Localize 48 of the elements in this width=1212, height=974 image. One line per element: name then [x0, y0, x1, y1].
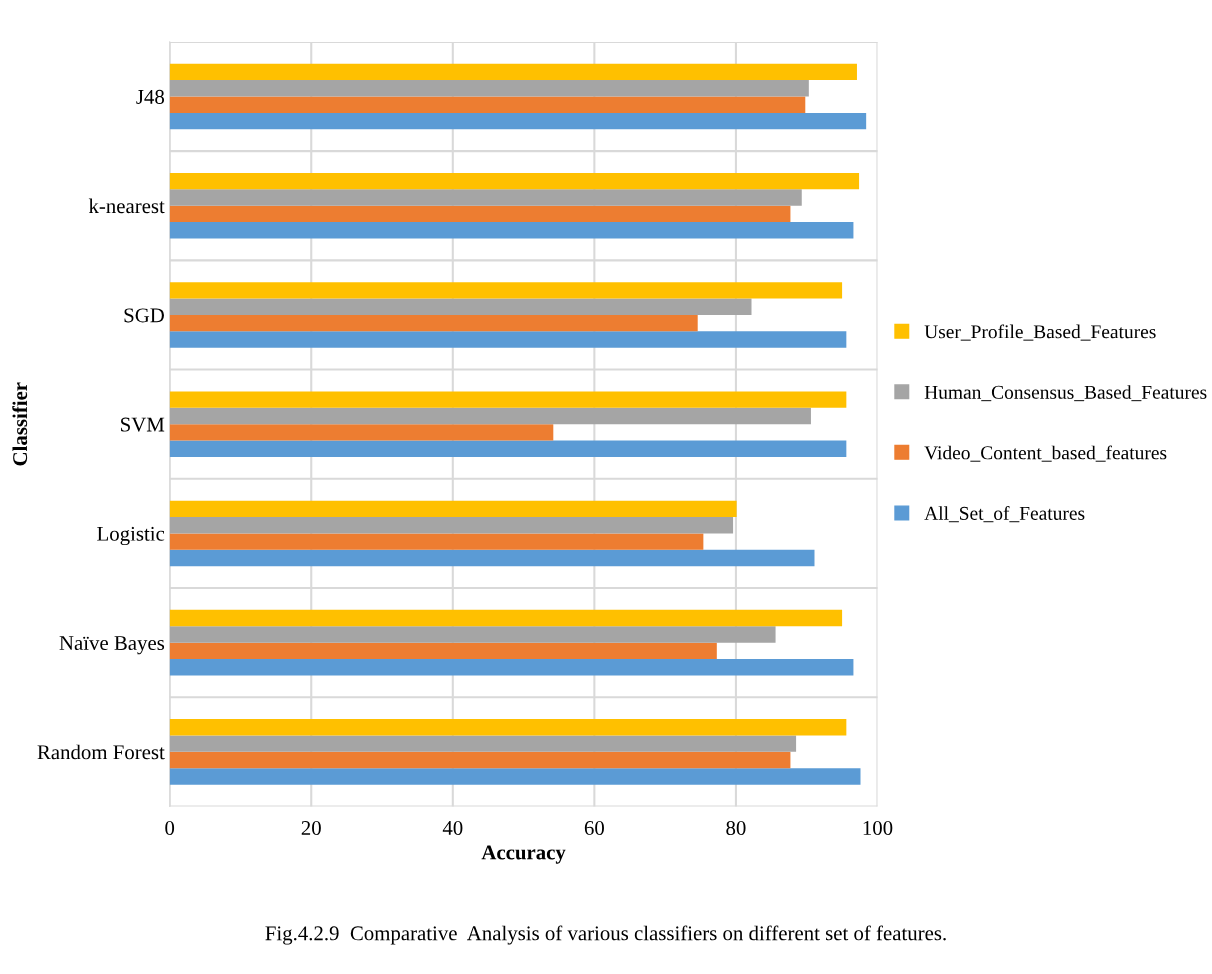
bar [169, 659, 854, 676]
x-tick-label: 0 [165, 820, 175, 836]
bar [169, 298, 752, 315]
bar [169, 282, 843, 299]
bar [169, 172, 860, 190]
legend-label: User_Profile_Based_Features [924, 324, 1156, 341]
x-tick-label: 60 [584, 820, 604, 836]
y-tick-label: Naïve Bayes [59, 636, 165, 655]
bar [169, 735, 797, 752]
bar [169, 549, 815, 567]
legend-label: Video_Content_based_features [924, 445, 1167, 462]
x-axis-title: Accuracy [481, 845, 566, 864]
legend-label: All_Set_of_Features [924, 506, 1085, 523]
bar [169, 517, 734, 534]
bar [169, 189, 802, 206]
bar [169, 96, 806, 113]
y-tick-label: k-nearest [88, 198, 165, 214]
bar [169, 205, 791, 223]
bar [169, 642, 717, 660]
bar [169, 533, 704, 550]
bar [169, 440, 847, 457]
bar [169, 391, 847, 408]
x-tick-label: 20 [301, 820, 321, 836]
y-tick-label: Logistic [97, 526, 165, 546]
x-tick-label: 40 [442, 820, 463, 836]
bar [169, 331, 847, 348]
bar [169, 314, 698, 332]
bar [169, 63, 857, 81]
bar [169, 751, 791, 769]
bar [169, 407, 811, 425]
y-tick-label: SGD [124, 308, 164, 323]
y-tick-label: SVM [121, 417, 165, 432]
x-tick-label: 100 [863, 820, 893, 836]
bar [169, 80, 809, 97]
y-tick-label: J48 [136, 89, 165, 104]
bar [169, 609, 843, 627]
x-tick-label: 80 [726, 820, 746, 836]
bar [169, 500, 737, 518]
y-tick-label: Random Forest [37, 744, 165, 760]
bar [169, 626, 776, 643]
bar [169, 768, 861, 785]
bar [169, 222, 854, 239]
bar [169, 424, 554, 441]
legend-label: Human_Consensus_Based_Features [924, 385, 1207, 402]
bar [169, 719, 847, 736]
y-axis-title: Classifier [12, 382, 28, 466]
caption: Fig.4.2.9 Comparative Analysis of various classifiers on different set of features. [265, 925, 946, 945]
bar [169, 112, 867, 130]
